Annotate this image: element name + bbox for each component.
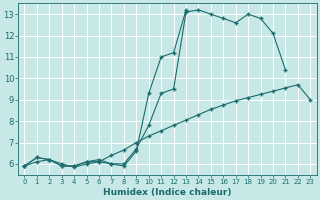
X-axis label: Humidex (Indice chaleur): Humidex (Indice chaleur) [103, 188, 232, 197]
